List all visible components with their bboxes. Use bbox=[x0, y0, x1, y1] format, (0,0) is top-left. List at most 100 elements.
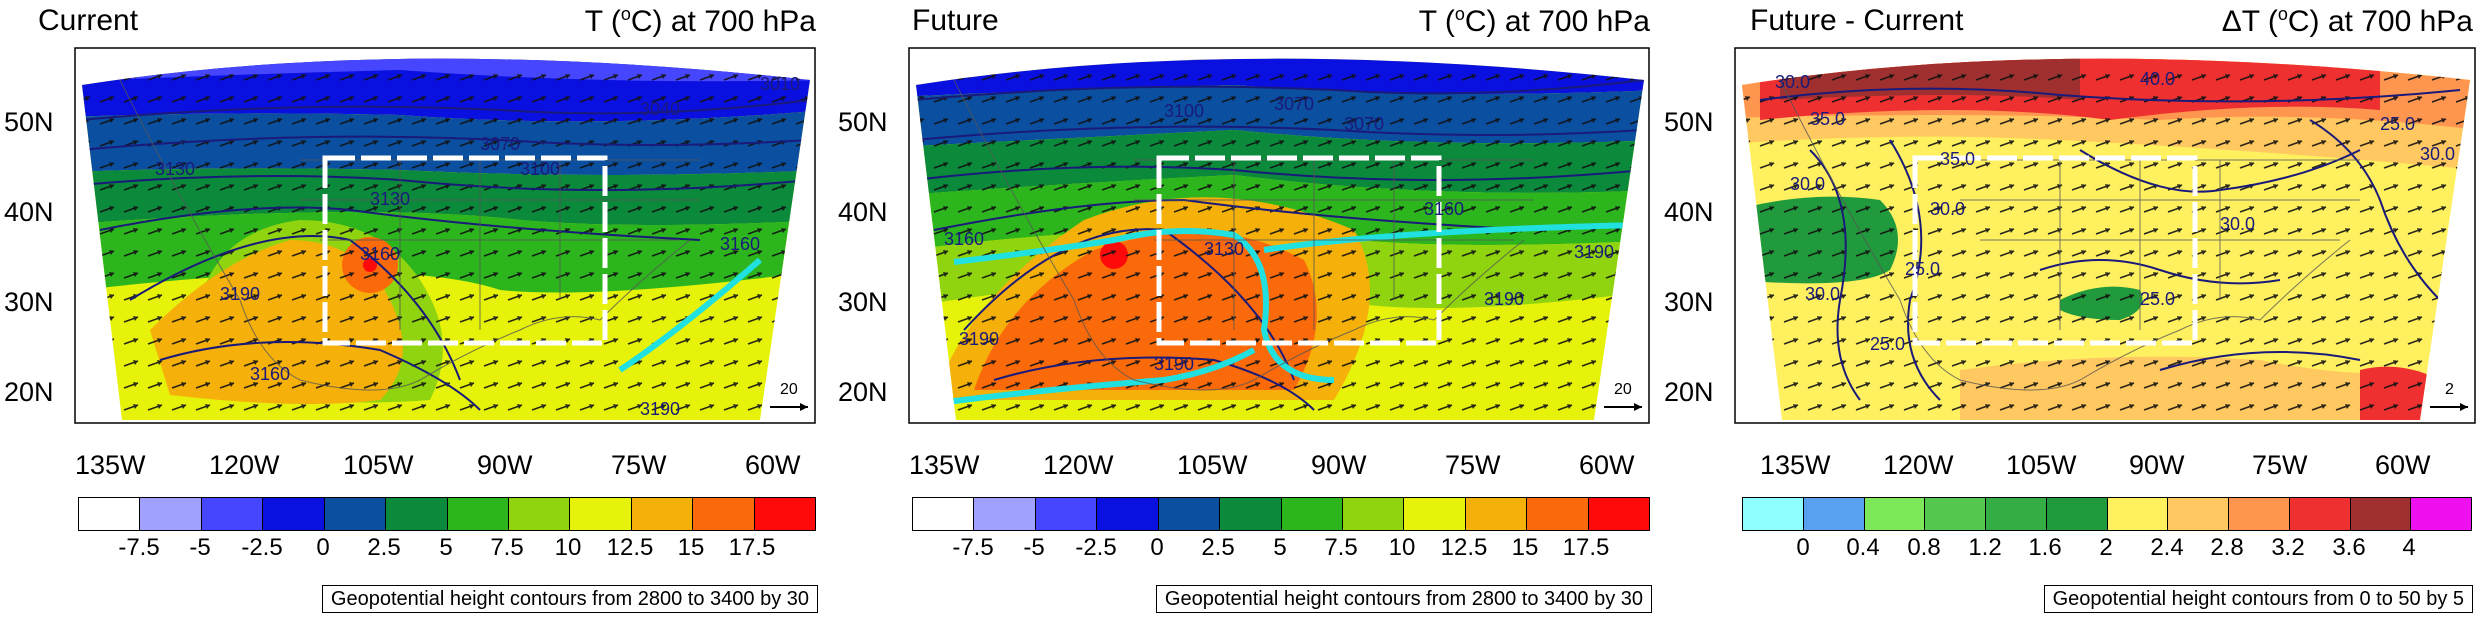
colorbar-swatch bbox=[1588, 498, 1650, 530]
region-box bbox=[1912, 155, 2198, 346]
svg-text:2: 2 bbox=[2445, 381, 2454, 398]
colorbar-tick: 0 bbox=[1150, 534, 1164, 561]
lat-label: 30N bbox=[4, 287, 54, 317]
contour-label: 3190 bbox=[220, 284, 260, 304]
colorbar-swatch bbox=[1097, 498, 1159, 530]
colorbar-swatch bbox=[1404, 498, 1466, 530]
colorbar bbox=[1742, 497, 2472, 531]
lat-label: 20N bbox=[4, 377, 54, 407]
colorbar-swatch bbox=[1743, 498, 1804, 530]
contour-label: 35.0 bbox=[1810, 109, 1845, 129]
colorbar-tick: 0.4 bbox=[1846, 534, 1880, 561]
panel-title-right: T (oC) at 700 hPa bbox=[1418, 4, 1650, 38]
colorbar-swatch bbox=[2289, 498, 2351, 530]
lon-label: 75W bbox=[611, 450, 667, 480]
contour-note: Geopotential height contours from 0 to 5… bbox=[2043, 585, 2473, 613]
colorbar-swatch bbox=[1925, 498, 1986, 530]
lon-label: 135W bbox=[909, 450, 980, 480]
colorbar-swatch bbox=[1342, 498, 1405, 530]
panel-title-right: T (oC) at 700 hPa bbox=[584, 4, 816, 38]
colorbar-swatch bbox=[2168, 498, 2229, 530]
colorbar-swatch bbox=[1864, 498, 1926, 530]
map-frame bbox=[1734, 47, 2476, 424]
lat-label: 50N bbox=[1664, 107, 1714, 137]
reference-vector: 20 bbox=[770, 381, 808, 411]
colorbar-swatch bbox=[201, 498, 264, 530]
contour-label: 3130 bbox=[1204, 239, 1244, 259]
contour-label: 30.0 bbox=[1930, 199, 1965, 219]
colorbar-swatch bbox=[754, 498, 816, 530]
colorbar-tick: 2.8 bbox=[2210, 534, 2244, 561]
colorbar-swatch bbox=[1986, 498, 2047, 530]
panel-current: Current T (oC) at 700 hPa bbox=[0, 0, 826, 617]
colorbar-tick: 2.5 bbox=[367, 534, 401, 561]
colorbar-tick: 3.6 bbox=[2332, 534, 2366, 561]
contour-label: 3160 bbox=[944, 229, 984, 249]
contour-label: 3160 bbox=[250, 364, 290, 384]
colorbar-tick: -7.5 bbox=[952, 534, 994, 561]
contour-label: 30.0 bbox=[2220, 214, 2255, 234]
contour-label: 30.0 bbox=[1805, 284, 1840, 304]
lat-label: 30N bbox=[1664, 287, 1714, 317]
colorbar-tick: 15 bbox=[1511, 534, 1539, 561]
colorbar-swatch bbox=[508, 498, 571, 530]
colorbar-tick: -2.5 bbox=[241, 534, 283, 561]
colorbar-tick: 12.5 bbox=[606, 534, 654, 561]
reference-vector: 2 bbox=[2430, 381, 2468, 411]
contour-label: 3130 bbox=[370, 189, 410, 209]
colorbar-swatch bbox=[1281, 498, 1343, 530]
colorbar-swatch bbox=[79, 498, 141, 530]
contour-label: 3190 bbox=[1574, 242, 1614, 262]
reference-vector: 20 bbox=[1604, 381, 1642, 411]
colorbar-swatch bbox=[1035, 498, 1098, 530]
contour-note: Geopotential height contours from 2800 t… bbox=[321, 585, 818, 613]
lon-label: 105W bbox=[343, 450, 414, 480]
contour-label: 3010 bbox=[760, 74, 800, 94]
colorbar-swatch bbox=[1465, 498, 1528, 530]
colorbar-swatch bbox=[2229, 498, 2290, 530]
map-future: 3190 3160 3130 3160 3190 3190 3190 3100 … bbox=[908, 47, 1650, 424]
colorbar-tick: 5 bbox=[439, 534, 453, 561]
contour-label: 3190 bbox=[1484, 289, 1524, 309]
colorbar bbox=[78, 497, 816, 531]
colorbar-tick: 2.5 bbox=[1201, 534, 1235, 561]
colorbar-swatch bbox=[693, 498, 755, 530]
contour-label: 30.0 bbox=[1775, 72, 1810, 92]
lat-label: 40N bbox=[838, 197, 888, 227]
panel-title-right: ΔT (oC) at 700 hPa bbox=[2221, 4, 2473, 38]
lon-label: 90W bbox=[477, 450, 533, 480]
contour-label: 3070 bbox=[1344, 114, 1384, 134]
contour-label: 3130 bbox=[155, 159, 195, 179]
svg-text:20: 20 bbox=[780, 381, 798, 398]
contour-label: 3160 bbox=[1424, 199, 1464, 219]
colorbar-swatch bbox=[974, 498, 1036, 530]
colorbar-swatch bbox=[2046, 498, 2108, 530]
contour-label: 3160 bbox=[360, 244, 400, 264]
map-frame bbox=[908, 47, 1650, 424]
colorbar-tick: -7.5 bbox=[118, 534, 160, 561]
contour-label: 25.0 bbox=[2140, 289, 2175, 309]
colorbar-swatch bbox=[2107, 498, 2169, 530]
colorbar-swatch bbox=[447, 498, 509, 530]
contour-label: 25.0 bbox=[1870, 334, 1905, 354]
colorbar-tick: 2 bbox=[2099, 534, 2113, 561]
contour-label: 3100 bbox=[520, 159, 560, 179]
lat-label: 40N bbox=[1664, 197, 1714, 227]
panel-title-left: Current bbox=[38, 4, 139, 37]
svg-text:20: 20 bbox=[1614, 381, 1632, 398]
lon-label: 105W bbox=[2006, 450, 2077, 480]
lon-label: 60W bbox=[1579, 450, 1635, 480]
lat-label: 20N bbox=[1664, 377, 1714, 407]
contour-note: Geopotential height contours from 2800 t… bbox=[1155, 585, 1652, 613]
lat-label: 40N bbox=[4, 197, 54, 227]
lat-label: 30N bbox=[838, 287, 888, 317]
colorbar-swatch bbox=[1220, 498, 1282, 530]
colorbar-tick: 3.2 bbox=[2271, 534, 2305, 561]
contour-label: 3190 bbox=[959, 329, 999, 349]
contour-label: 3190 bbox=[640, 399, 680, 419]
lon-label: 120W bbox=[1043, 450, 1114, 480]
lat-label: 50N bbox=[838, 107, 888, 137]
colorbar-swatch bbox=[1803, 498, 1865, 530]
contour-label: 25.0 bbox=[2380, 114, 2415, 134]
colorbar-tick: 1.6 bbox=[2028, 534, 2062, 561]
